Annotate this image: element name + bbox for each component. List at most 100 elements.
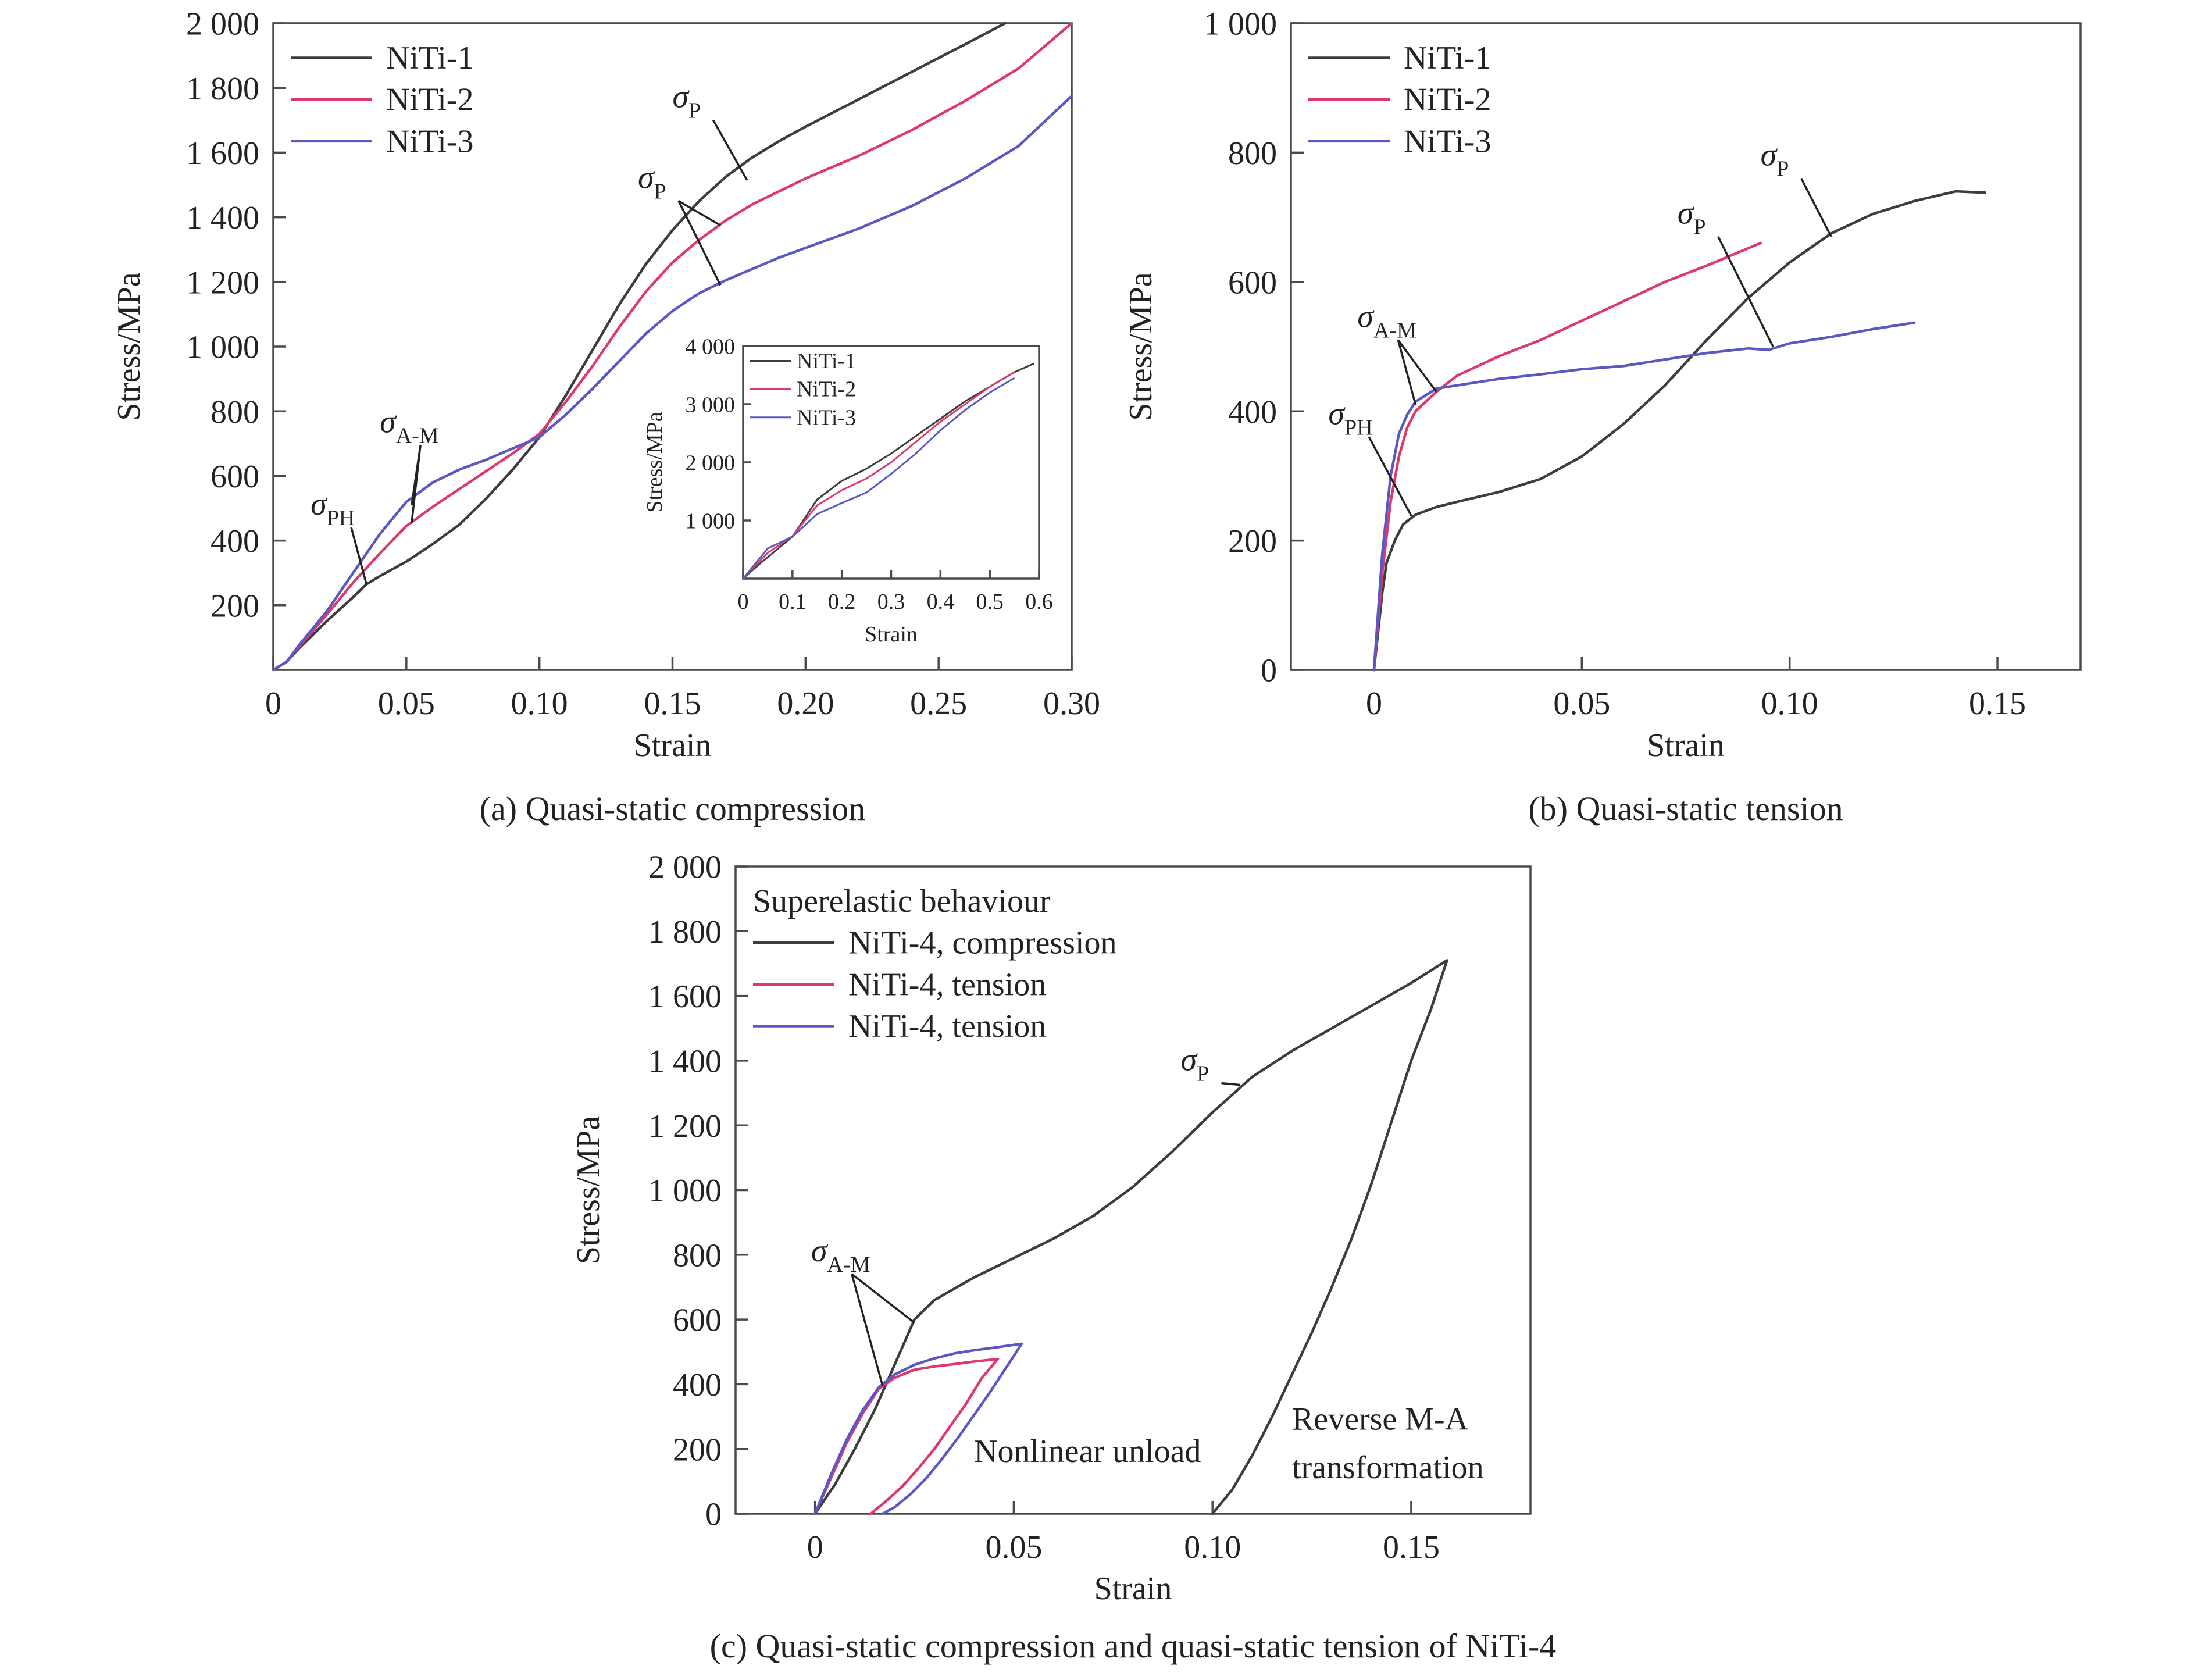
x-axis-title: Strain <box>865 622 918 647</box>
y-tick-label: 2 000 <box>648 850 722 886</box>
sigma-annotation: σA-M <box>1357 299 1416 343</box>
chart-panel-b: 0 0.05 0.10 0.15 0 200 400 600 800 1 000 Strain Str… <box>1123 6 2082 827</box>
annotation-leader <box>1397 340 1417 405</box>
series-line-niti-1-0 <box>743 362 1035 580</box>
legend-label: NiTi-2 <box>1404 82 1491 118</box>
y-tick-label: 200 <box>673 1432 722 1468</box>
x-tick-label: 0.30 <box>1043 686 1100 722</box>
sigma-subscript: P <box>1693 215 1705 240</box>
legend-label: NiTi-1 <box>797 349 856 373</box>
y-tick-label: 800 <box>673 1237 722 1274</box>
series-line-niti-2-1 <box>1372 241 1762 672</box>
y-tick-label: 1 400 <box>648 1044 722 1080</box>
curve-text-label: transformation <box>1292 1450 1484 1486</box>
annotation-leader <box>712 119 748 181</box>
y-tick-label: 1 000 <box>648 1173 722 1209</box>
y-tick-label: 1 600 <box>648 979 722 1015</box>
curve-text-label: Reverse M-A <box>1292 1401 1469 1437</box>
sigma-annotation: σP <box>1761 137 1789 181</box>
x-tick-label: 0.1 <box>779 590 807 614</box>
sigma-symbol: σ <box>311 486 328 522</box>
sigma-symbol: σ <box>1678 195 1695 231</box>
sigma-subscript: PH <box>1344 415 1373 440</box>
sigma-subscript: A-M <box>827 1253 870 1277</box>
legend-label: NiTi-3 <box>1404 123 1491 159</box>
sigma-subscript: P <box>1776 157 1789 181</box>
y-tick-label: 400 <box>673 1367 722 1403</box>
y-tick-label: 1 800 <box>648 914 722 950</box>
y-tick-label: 1 000 <box>686 509 736 533</box>
x-tick-label: 0.05 <box>378 686 435 722</box>
legend-title: Superelastic behaviour <box>753 883 1051 919</box>
annotation-leader <box>677 200 722 286</box>
legend-label: NiTi-1 <box>1404 40 1491 76</box>
sigma-subscript: P <box>1197 1062 1209 1086</box>
sigma-subscript: P <box>654 180 666 204</box>
annotation-leader <box>1221 1082 1241 1086</box>
y-tick-label: 200 <box>210 588 259 624</box>
sigma-annotation: σPH <box>311 486 355 530</box>
y-axis-title: Stress/MPa <box>111 272 147 420</box>
series-line-niti-2-1 <box>813 1357 1000 1515</box>
annotation-leader <box>1800 177 1832 237</box>
sigma-symbol: σ <box>1357 299 1375 335</box>
x-tick-label: 0.10 <box>1184 1529 1241 1565</box>
x-tick-label: 0.10 <box>511 686 568 722</box>
annotation-leader <box>1368 436 1412 517</box>
panel-caption: (c) Quasi-static compression and quasi-s… <box>710 1627 1557 1665</box>
panel-caption: (a) Quasi-static compression <box>480 790 866 827</box>
series-line-niti-1-0 <box>272 22 1007 672</box>
x-tick-label: 0.2 <box>828 590 856 614</box>
series-line-niti-3-2 <box>813 1342 1023 1515</box>
curve-text-label: Nonlinear unload <box>974 1433 1201 1469</box>
sigma-annotation: σA-M <box>811 1233 870 1277</box>
y-axis-title: Stress/MPa <box>570 1116 606 1264</box>
y-tick-label: 1 000 <box>186 330 259 366</box>
x-tick-label: 0.25 <box>910 686 967 722</box>
legend-label: NiTi-1 <box>386 40 473 76</box>
y-tick-label: 600 <box>1228 265 1277 301</box>
sigma-subscript: P <box>688 99 701 123</box>
legend-label: NiTi-4, compression <box>848 925 1117 961</box>
y-tick-label: 800 <box>1228 135 1277 172</box>
sigma-symbol: σ <box>638 160 655 196</box>
x-tick-label: 0.20 <box>777 686 834 722</box>
x-axis-title: Strain <box>634 727 712 764</box>
x-tick-label: 0.6 <box>1025 590 1053 614</box>
y-tick-label: 1 800 <box>186 71 259 107</box>
series-line-niti-1-0 <box>813 959 1448 1515</box>
sigma-symbol: σ <box>380 404 397 440</box>
legend-label: NiTi-2 <box>386 82 473 118</box>
annotation-leader <box>851 1273 915 1324</box>
sigma-symbol: σ <box>1328 395 1346 431</box>
series-line-niti-3-2 <box>1372 321 1916 672</box>
x-tick-label: 0 <box>1366 686 1382 722</box>
y-tick-label: 200 <box>1228 523 1277 559</box>
sigma-symbol: σ <box>1761 137 1778 173</box>
y-tick-label: 2 000 <box>186 6 259 42</box>
x-tick-label: 0.4 <box>927 590 955 614</box>
sigma-symbol: σ <box>673 79 690 115</box>
annotation-leader <box>350 527 367 585</box>
x-tick-label: 0 <box>265 686 281 722</box>
x-axis-title: Strain <box>1647 727 1725 764</box>
sigma-annotation: σP <box>673 79 701 123</box>
x-tick-label: 0.5 <box>976 590 1004 614</box>
annotation-leader <box>851 1274 884 1386</box>
series-line-niti-3-2 <box>272 94 1073 672</box>
sigma-subscript: A-M <box>396 423 439 448</box>
y-axis-title: Stress/MPa <box>643 412 667 512</box>
y-tick-label: 400 <box>210 523 259 559</box>
x-tick-label: 0.10 <box>1761 686 1818 722</box>
y-tick-label: 600 <box>673 1303 722 1339</box>
legend: NiTi-1 NiTi-2 NiTi-3 <box>291 40 473 159</box>
x-axis-title: Strain <box>1094 1571 1172 1607</box>
y-tick-label: 800 <box>210 394 259 430</box>
chart-panel-c: 0 0.05 0.10 0.15 0 200 400 600 800 1 000 1 200 1 40… <box>570 850 1556 1665</box>
y-tick-label: 2 000 <box>686 451 736 475</box>
x-tick-label: 0 <box>807 1529 823 1565</box>
legend-label: NiTi-3 <box>797 405 856 430</box>
annotation-leader <box>1397 339 1437 393</box>
sigma-symbol: σ <box>1181 1042 1198 1078</box>
annotation-leader <box>1717 236 1774 347</box>
